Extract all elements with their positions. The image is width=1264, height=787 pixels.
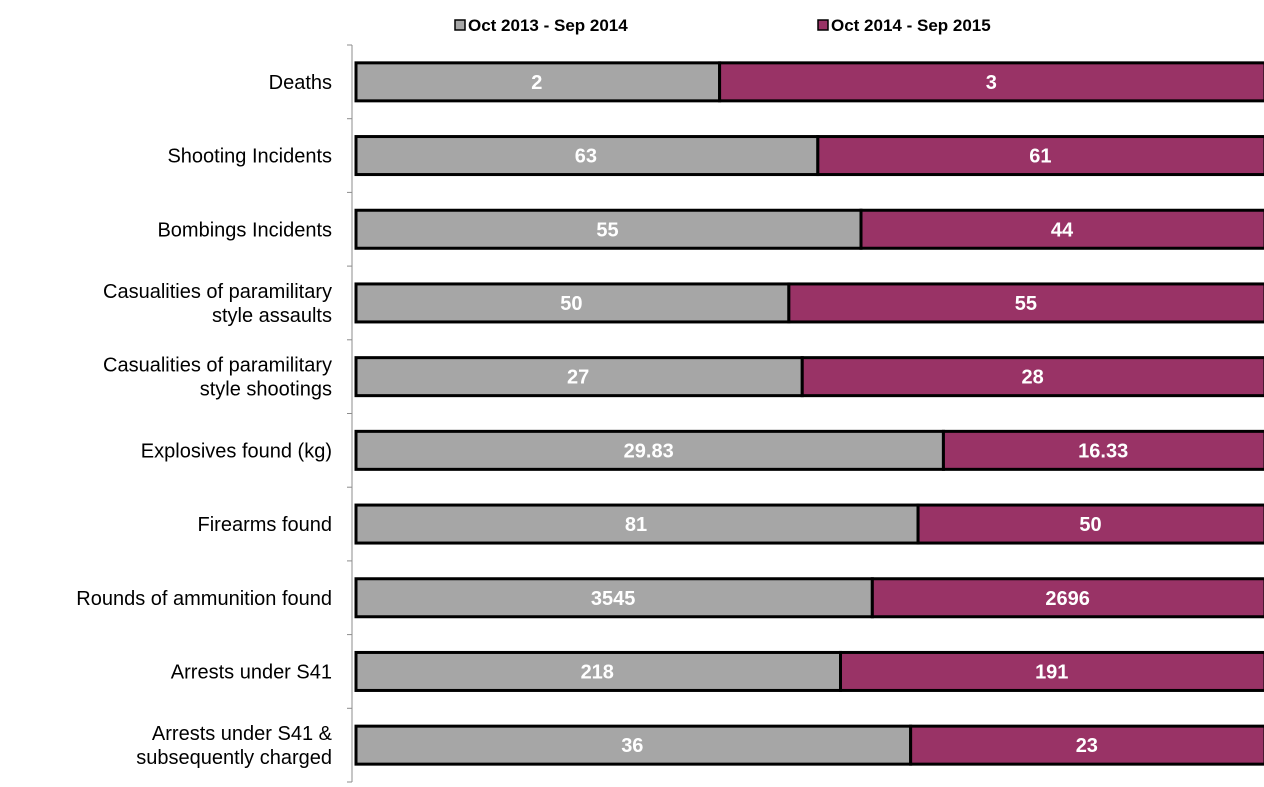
data-label-series1-cat1: 2 <box>531 72 542 94</box>
bar-series2-cat9 <box>839 650 1264 692</box>
category-label-4: Casualities of paramilitary style assault… <box>103 281 332 327</box>
bar-series1-cat5 <box>354 356 804 398</box>
data-label-series2-cat9: 191 <box>1035 661 1068 683</box>
bar-series2-cat6 <box>941 429 1264 471</box>
bar-series1-cat9 <box>354 650 843 692</box>
data-label-series1-cat2: 63 <box>575 146 597 168</box>
bar-series2-cat2 <box>816 135 1264 177</box>
bar-series1-cat8 <box>354 577 874 619</box>
category-label-8: Rounds of ammunition found <box>76 588 332 610</box>
data-label-series2-cat7: 50 <box>1079 514 1101 536</box>
category-label-7: Firearms found <box>198 514 333 536</box>
category-label-5: Casualities of paramilitary style shootin… <box>103 355 332 401</box>
bar-series2-cat4 <box>787 282 1264 324</box>
data-label-series2-cat8: 2696 <box>1045 588 1090 610</box>
category-label-6: Explosives found (kg) <box>141 440 332 462</box>
data-label-series2-cat5: 28 <box>1021 367 1043 389</box>
data-label-series1-cat5: 27 <box>567 367 589 389</box>
data-label-series1-cat3: 55 <box>596 219 618 241</box>
data-label-series2-cat1: 3 <box>986 72 997 94</box>
bar-series1-cat1 <box>354 61 722 103</box>
data-label-series2-cat10: 23 <box>1076 735 1098 757</box>
legend-swatch-2 <box>817 19 829 31</box>
legend: Oct 2013 - Sep 2014 Oct 2014 - Sep 2015 <box>454 16 991 35</box>
category-label-10: Arrests under S41 & subsequently charged <box>136 723 332 769</box>
data-label-series1-cat4: 50 <box>560 293 582 315</box>
data-label-series2-cat2: 61 <box>1029 146 1051 168</box>
bar-series2-cat10 <box>909 724 1264 766</box>
bar-series2-cat3 <box>859 208 1264 250</box>
bar-series2-cat8 <box>870 577 1264 619</box>
data-label-series1-cat8: 3545 <box>591 588 636 610</box>
data-label-series2-cat6: 16.33 <box>1078 440 1128 462</box>
legend-label-2: Oct 2014 - Sep 2015 <box>831 16 991 35</box>
category-axis <box>347 44 353 783</box>
data-label-series1-cat7: 81 <box>625 514 647 536</box>
category-label-2: Shooting Incidents <box>167 146 332 168</box>
data-label-series1-cat10: 36 <box>621 735 643 757</box>
data-label-series1-cat9: 218 <box>581 661 614 683</box>
bar-series1-cat3 <box>354 208 863 250</box>
data-label-series2-cat4: 55 <box>1015 293 1037 315</box>
data-label-series1-cat6: 29.83 <box>624 440 674 462</box>
data-label-series2-cat3: 44 <box>1051 219 1074 241</box>
category-labels: Deaths Shooting Incidents Bombings Inciden… <box>76 72 332 769</box>
bar-series1-cat2 <box>354 135 820 177</box>
legend-label-1: Oct 2013 - Sep 2014 <box>468 16 628 35</box>
legend-swatch-1 <box>454 19 466 31</box>
bar-series2-cat7 <box>916 503 1264 545</box>
category-label-1: Deaths <box>269 72 332 94</box>
bar-series2-cat5 <box>800 356 1264 398</box>
bar-series2-cat1 <box>718 61 1264 103</box>
category-label-9: Arrests under S41 <box>171 661 332 683</box>
bar-series1-cat4 <box>354 282 791 324</box>
bar-series1-cat6 <box>354 429 945 471</box>
category-label-3: Bombings Incidents <box>157 219 332 241</box>
